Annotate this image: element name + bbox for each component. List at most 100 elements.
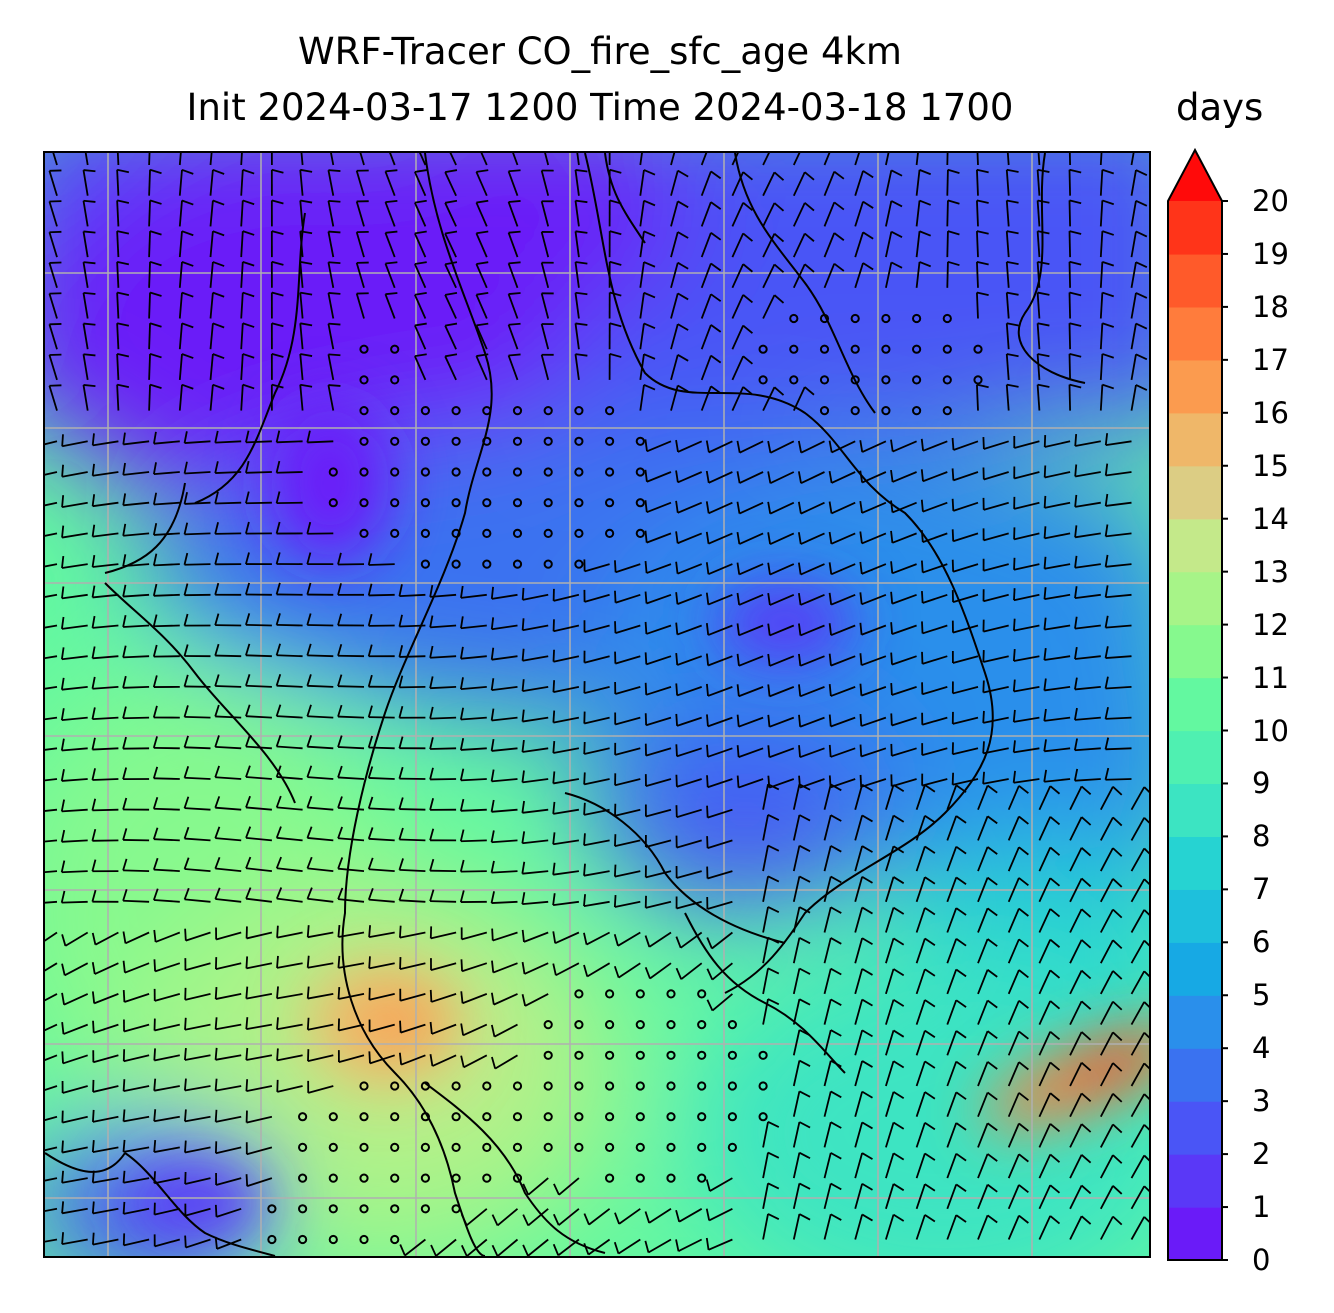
wind-barb-feather [214, 552, 220, 565]
wind-barb-staff [583, 839, 610, 847]
wind-barb-feather [955, 876, 967, 886]
wind-barb-feather [890, 561, 894, 574]
wind-barb-staff [307, 654, 334, 658]
calm-wind-circle [512, 559, 523, 569]
wind-barb-feather [429, 798, 435, 811]
wind-barb-feather [924, 1091, 936, 1100]
wind-barb-staff [431, 993, 457, 1003]
wind-barb-staff [1130, 909, 1146, 933]
wind-barb-feather [859, 744, 863, 757]
wind-barb-feather [583, 863, 586, 876]
wind-barb-staff [792, 233, 806, 258]
wind-barb-staff [983, 747, 1009, 755]
wind-barb-staff [1100, 786, 1114, 811]
wind-barb-feather [1049, 846, 1061, 856]
colorbar-tick-label: 15 [1252, 448, 1289, 483]
wind-barb-feather [976, 168, 989, 174]
wind-barb-staff [1005, 200, 1010, 227]
wind-barb-feather [183, 492, 188, 505]
wind-barb-feather [828, 531, 833, 544]
wind-barb-feather [328, 169, 341, 172]
calm-wind-circle [543, 498, 553, 508]
wind-barb-staff [1038, 1215, 1052, 1240]
wind-barb-staff [48, 262, 58, 289]
wind-barb-staff [639, 200, 645, 227]
wind-barb-feather [429, 645, 434, 658]
wind-barb-staff [522, 655, 549, 662]
wind-barb-staff [368, 807, 395, 811]
wind-barb-staff [946, 907, 958, 933]
wind-barb-feather [184, 1235, 187, 1248]
calm-wind-circle [512, 1142, 523, 1153]
wind-barb-staff [1069, 1154, 1083, 1179]
wind-barb-staff [738, 532, 764, 545]
wind-barb-feather [367, 796, 374, 809]
calm-wind-circle [666, 1020, 676, 1030]
coastlines-borders [45, 153, 1086, 1256]
wind-barb-feather [183, 644, 189, 657]
wind-barb-staff [240, 200, 244, 227]
wind-barb-staff [45, 593, 58, 598]
wind-barb-feather [830, 1059, 842, 1068]
wind-barb-feather [1112, 816, 1123, 827]
wind-barb-staff [123, 532, 150, 537]
wind-barb-feather [644, 561, 648, 574]
wind-barb-feather [675, 713, 678, 726]
wind-barb-feather [398, 736, 404, 749]
wind-barb-feather [804, 386, 815, 396]
wind-barb-staff [792, 171, 806, 197]
calm-wind-circle [727, 1142, 738, 1153]
wind-barb-staff [677, 501, 703, 514]
wind-barb-staff [586, 931, 611, 946]
wind-barb-feather [893, 876, 905, 885]
wind-barb-feather [1081, 847, 1092, 857]
wind-barb-feather [181, 168, 194, 175]
wind-barb-staff [1036, 323, 1041, 350]
wind-barb-feather [736, 562, 741, 575]
wind-barb-staff [414, 355, 427, 381]
wind-barb-feather [116, 199, 130, 204]
calm-wind-circle [482, 1173, 492, 1183]
wind-barb-staff [854, 784, 864, 810]
wind-barb-staff [45, 501, 58, 507]
wind-barb-feather [1143, 1124, 1149, 1131]
calm-wind-circle [298, 1204, 308, 1214]
wind-barb-feather [152, 827, 159, 840]
wind-barb-staff [1074, 655, 1101, 660]
wind-barb-feather [828, 440, 833, 453]
wind-barb-feather [521, 929, 525, 942]
wind-barb-staff [823, 845, 832, 872]
wind-barb-feather [955, 1122, 967, 1131]
wind-barb-feather [583, 772, 586, 785]
calm-wind-circle [574, 559, 584, 569]
wind-barb-feather [1102, 353, 1115, 359]
wind-barb-staff [977, 1215, 989, 1240]
wind-barb-feather [1073, 768, 1079, 781]
wind-barb-feather [1049, 908, 1061, 918]
wind-barb-staff [739, 501, 764, 515]
wind-barb-feather [242, 168, 255, 175]
wind-barb-staff [48, 354, 58, 381]
wind-barb-staff [1069, 908, 1083, 933]
wind-barb-staff [92, 655, 119, 660]
wind-barb-feather [399, 1020, 402, 1033]
wind-barb-staff [94, 931, 119, 946]
wind-barb-staff [915, 999, 926, 1025]
wind-barb-staff [1105, 686, 1132, 690]
wind-barb-staff [540, 231, 550, 258]
wind-barb-feather [460, 959, 463, 972]
wind-barb-feather [1018, 785, 1029, 794]
wind-barb-staff [1100, 878, 1114, 903]
wind-barb-staff [1105, 655, 1132, 659]
wind-barb-feather [521, 618, 525, 631]
wind-barb-staff [307, 715, 334, 719]
wind-barb-staff [854, 1030, 864, 1056]
wind-barb-staff [276, 962, 303, 969]
wind-barb-feather [955, 1030, 967, 1039]
wind-barb-feather [60, 799, 65, 812]
wind-barb-staff [1105, 593, 1132, 599]
wind-barb-staff [444, 233, 457, 258]
wind-barb-staff [1100, 970, 1114, 995]
wind-barb-staff [184, 837, 211, 842]
wind-barb-staff [154, 1115, 180, 1123]
